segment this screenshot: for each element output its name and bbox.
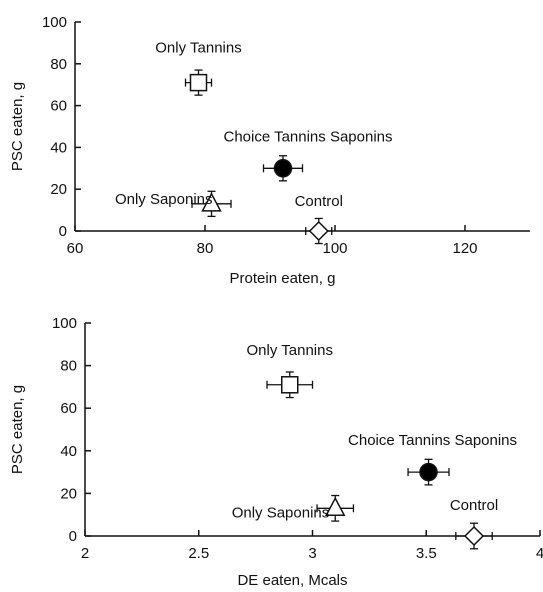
circle-marker: [273, 159, 293, 178]
point-label: Choice Tannins Saponins: [223, 128, 392, 145]
x-tick-label: 3.5: [416, 545, 437, 562]
data-point: Only Tannins: [155, 40, 242, 96]
chart-panel-2: 0 20 40 60 80 100 2 2.5 3 3.5 4 DE eaten, Mcals PSC …: [9, 315, 543, 589]
y-tick-label: 20: [50, 181, 67, 198]
point-label: Control: [295, 193, 343, 210]
data-point: Choice Tannins Saponins: [223, 128, 393, 182]
chart-panel-1: 0 20 40 60 80 100 60 80 100 120 Protein eaten, g PS…: [9, 14, 530, 287]
y-tick-label: 40: [60, 443, 77, 460]
data-point: Only Saponins: [232, 494, 355, 522]
y-tick-label: 0: [69, 528, 77, 545]
point-label: Only Tannins: [155, 40, 241, 57]
x-tick-label: 3: [308, 545, 316, 562]
x-tick-label: 80: [197, 240, 214, 257]
x-tick-label: 2.5: [188, 545, 209, 562]
y-tick-label: 40: [50, 139, 67, 156]
diamond-marker: [308, 220, 329, 242]
y-tick-label: 100: [42, 14, 67, 31]
x-tick-label: 4: [536, 545, 543, 562]
square-marker: [189, 73, 208, 92]
x-tick-label: 2: [81, 545, 89, 562]
y-tick-label: 60: [50, 98, 67, 115]
point-label: Control: [450, 497, 498, 514]
y-axis-label: PSC eaten, g: [9, 385, 26, 474]
y-tick-label: 0: [59, 223, 67, 240]
point-label: Only Saponins: [115, 191, 213, 208]
data-point: Control: [295, 193, 343, 245]
y-tick-label: 20: [60, 485, 77, 502]
data-point: Control: [450, 497, 498, 550]
x-tick-label: 120: [452, 240, 477, 257]
point-label: Choice Tannins Saponins: [348, 432, 517, 449]
data-point: Only Tannins: [247, 342, 333, 399]
y-tick-label: 60: [60, 400, 77, 417]
square-marker: [281, 376, 299, 394]
point-label: Only Tannins: [247, 342, 333, 359]
circle-marker: [419, 462, 438, 482]
data-point: Choice Tannins Saponins: [348, 432, 517, 486]
y-tick-label: 80: [50, 56, 67, 73]
x-tick-label: 60: [67, 240, 84, 257]
data-point: Only Saponins: [115, 190, 232, 218]
x-tick-label: 100: [322, 240, 347, 257]
triangle-marker: [201, 192, 222, 212]
diamond-marker: [463, 525, 485, 547]
point-label: Only Saponins: [232, 504, 330, 521]
x-axis-label: DE eaten, Mcals: [237, 572, 347, 589]
x-axis-label: Protein eaten, g: [230, 270, 336, 287]
y-tick-label: 100: [52, 315, 77, 332]
triangle-marker: [325, 496, 346, 517]
y-axis-label: PSC eaten, g: [9, 82, 26, 171]
y-tick-label: 80: [60, 358, 77, 375]
